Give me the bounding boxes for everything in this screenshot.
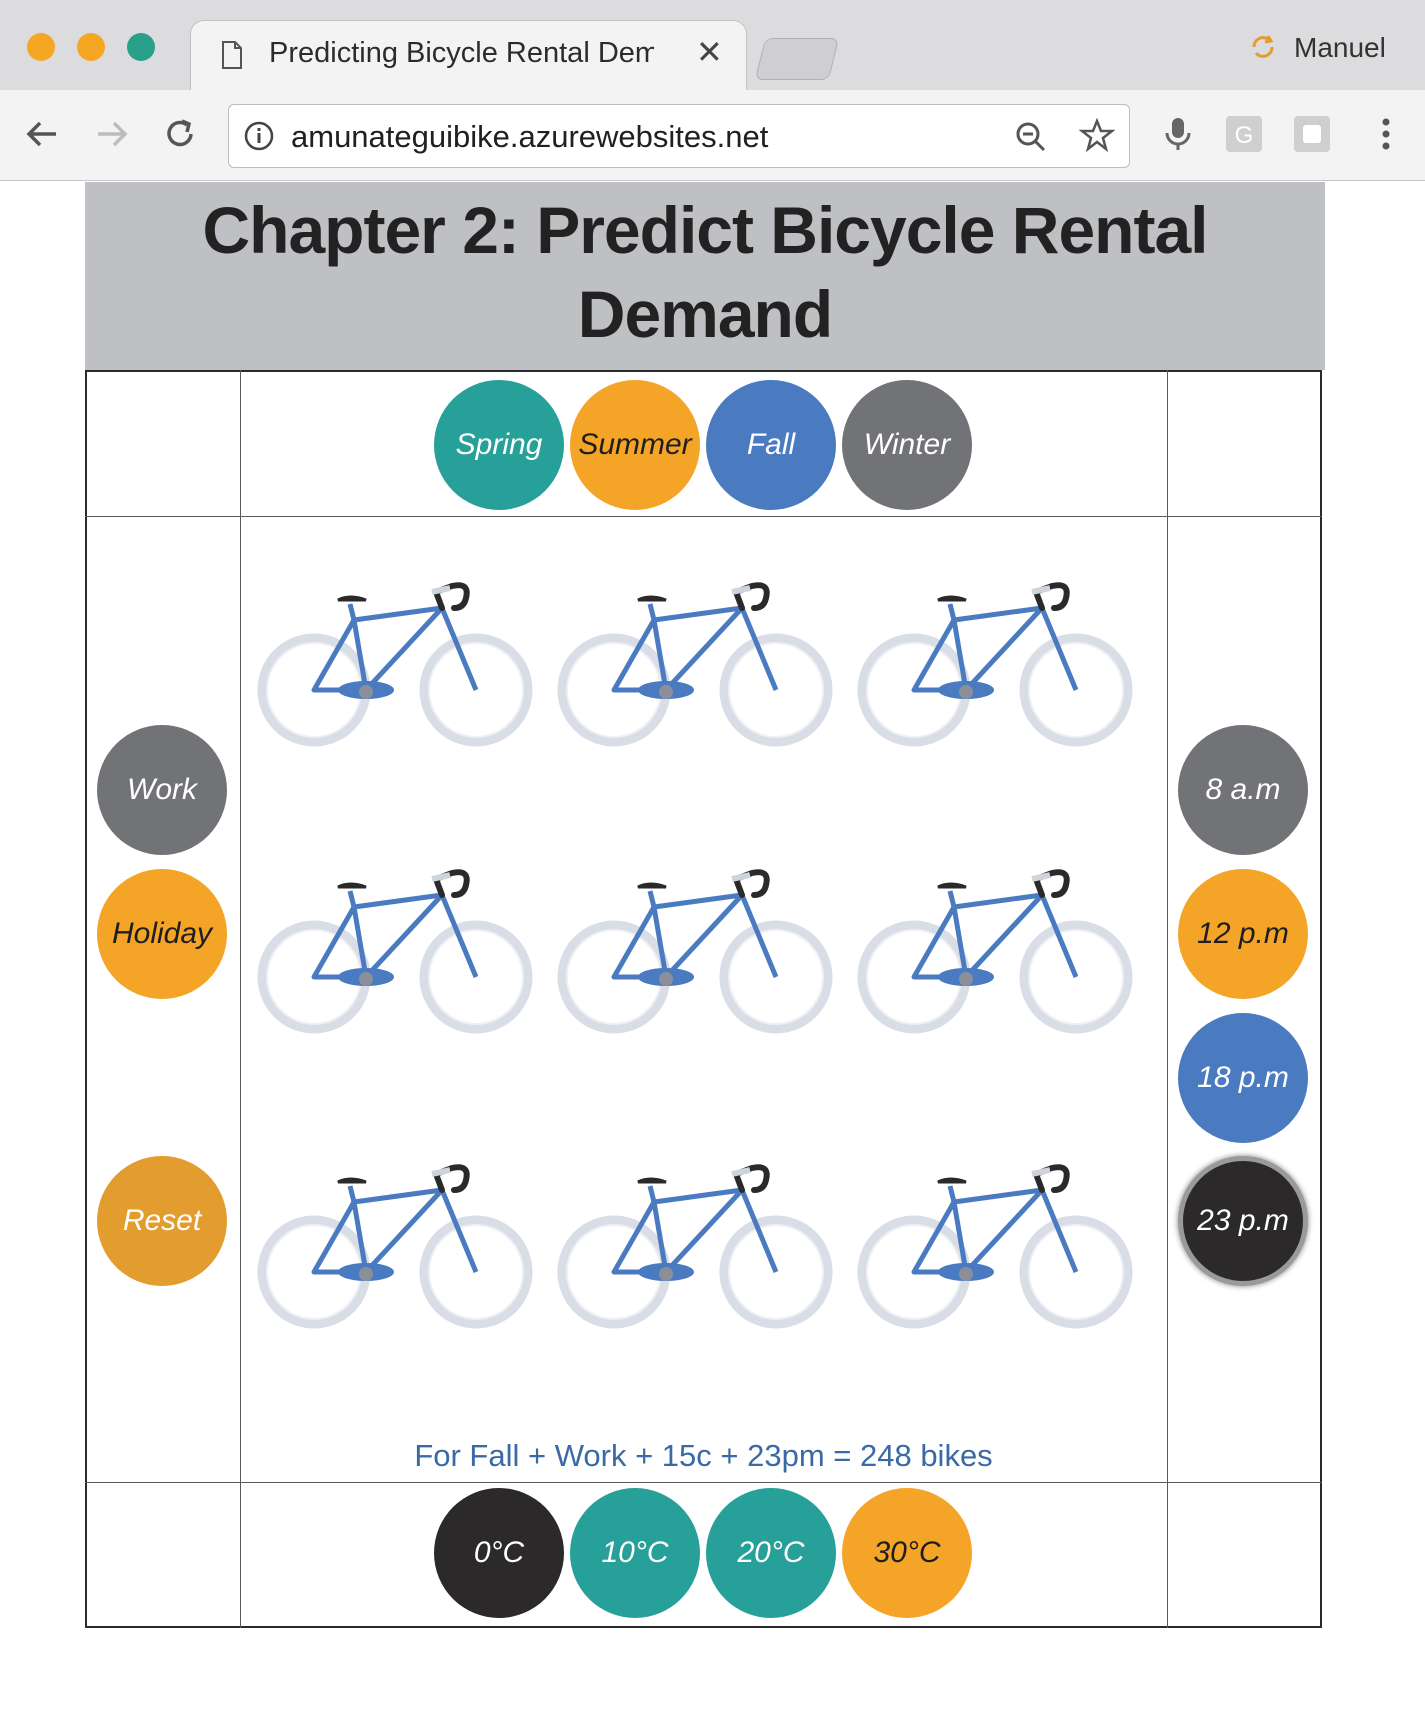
google-extension-icon[interactable]: G (1224, 114, 1264, 154)
back-arrow-icon[interactable] (22, 114, 62, 154)
season-fall-button[interactable]: Fall (706, 380, 836, 510)
grid-divider (1167, 370, 1168, 1628)
grid-divider (240, 370, 241, 1628)
page-title-line-1: Chapter 2: Predict Bicycle Rental (202, 193, 1208, 267)
menu-kebab-icon[interactable] (1366, 114, 1406, 154)
browser-tab-bar: Predicting Bicycle Rental Demand ✕ Manue… (0, 0, 1425, 93)
temp-0c-button[interactable]: 0°C (434, 1488, 564, 1618)
hour-23pm-button[interactable]: 23 p.m (1178, 1156, 1308, 1286)
bicycle-icon (554, 1160, 836, 1330)
page-title: Chapter 2: Predict Bicycle Rental Demand (85, 188, 1325, 356)
microphone-icon[interactable] (1158, 114, 1198, 154)
zoom-out-icon[interactable] (1014, 120, 1048, 154)
hour-12pm-button[interactable]: 12 p.m (1178, 869, 1308, 999)
season-winter-button[interactable]: Winter (842, 380, 972, 510)
season-summer-button[interactable]: Summer (570, 380, 700, 510)
season-spring-button[interactable]: Spring (434, 380, 564, 510)
page-title-line-2: Demand (577, 277, 833, 351)
holiday-button[interactable]: Holiday (97, 869, 227, 999)
document-icon (222, 41, 242, 69)
browser-toolbar: amunateguibike.azurewebsites.net G (0, 90, 1425, 181)
prediction-result-text: For Fall + Work + 15c + 23pm = 248 bikes (414, 1438, 993, 1473)
layout-grid (85, 370, 1322, 1628)
bicycle-icon (254, 865, 536, 1035)
forward-arrow-icon[interactable] (92, 114, 132, 154)
minimize-window-button[interactable] (77, 33, 105, 61)
temp-10c-button[interactable]: 10°C (570, 1488, 700, 1618)
info-icon[interactable] (243, 120, 275, 152)
new-tab-button[interactable] (754, 38, 840, 80)
pocket-extension-icon[interactable] (1292, 114, 1332, 154)
address-bar[interactable]: amunateguibike.azurewebsites.net (228, 104, 1130, 168)
profile-name: Manuel (1294, 32, 1386, 63)
bookmark-star-icon[interactable] (1079, 118, 1115, 154)
work-day-button[interactable]: Work (97, 725, 227, 855)
close-tab-icon[interactable]: ✕ (696, 34, 723, 70)
bicycle-icon (854, 865, 1136, 1035)
zoom-window-button[interactable] (127, 33, 155, 61)
bicycle-icon (254, 1160, 536, 1330)
bicycle-icon (854, 1160, 1136, 1330)
temp-20c-button[interactable]: 20°C (706, 1488, 836, 1618)
hour-18pm-button[interactable]: 18 p.m (1178, 1013, 1308, 1143)
reset-button[interactable]: Reset (97, 1156, 227, 1286)
bicycle-icon (554, 865, 836, 1035)
bicycle-icon (854, 578, 1136, 748)
grid-divider (85, 516, 1322, 517)
svg-text:G: G (1235, 122, 1254, 149)
tab-title: Predicting Bicycle Rental Demand (269, 37, 654, 69)
grid-divider (85, 1482, 1322, 1483)
bicycle-icon (554, 578, 836, 748)
page-header: Chapter 2: Predict Bicycle Rental Demand (85, 182, 1325, 370)
sync-icon (1252, 35, 1274, 58)
bicycle-icon (254, 578, 536, 748)
temp-30c-button[interactable]: 30°C (842, 1488, 972, 1618)
hour-8am-button[interactable]: 8 a.m (1178, 725, 1308, 855)
browser-tab-active[interactable]: Predicting Bicycle Rental Demand ✕ (190, 20, 747, 93)
reload-icon[interactable] (160, 114, 200, 154)
url-text: amunateguibike.azurewebsites.net (291, 119, 769, 154)
close-window-button[interactable] (27, 33, 55, 61)
